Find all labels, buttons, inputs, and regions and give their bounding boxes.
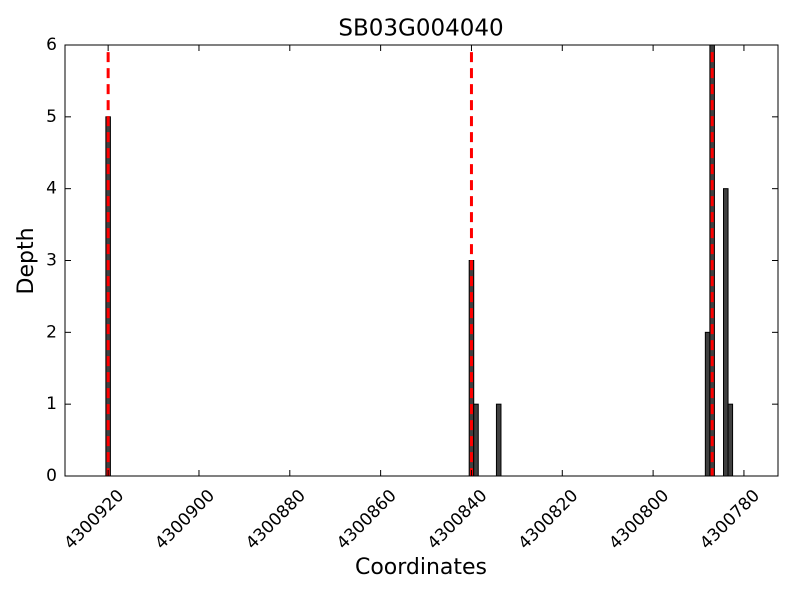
bar: [723, 188, 729, 477]
y-axis-label: Depth: [14, 227, 39, 294]
x-axis-label: Coordinates: [355, 555, 487, 580]
y-tick-label: 3: [46, 251, 57, 271]
y-tick-label: 5: [46, 107, 57, 127]
chart-title: SB03G004040: [338, 16, 503, 42]
bar: [704, 331, 711, 477]
y-tick-label: 1: [46, 394, 57, 414]
bar: [495, 403, 502, 477]
y-tick-label: 2: [46, 322, 57, 342]
bar: [473, 403, 479, 477]
bar: [727, 403, 734, 477]
y-tick-label: 4: [46, 179, 57, 199]
y-tick-label: 6: [46, 35, 57, 55]
y-tick-label: 0: [46, 466, 57, 486]
